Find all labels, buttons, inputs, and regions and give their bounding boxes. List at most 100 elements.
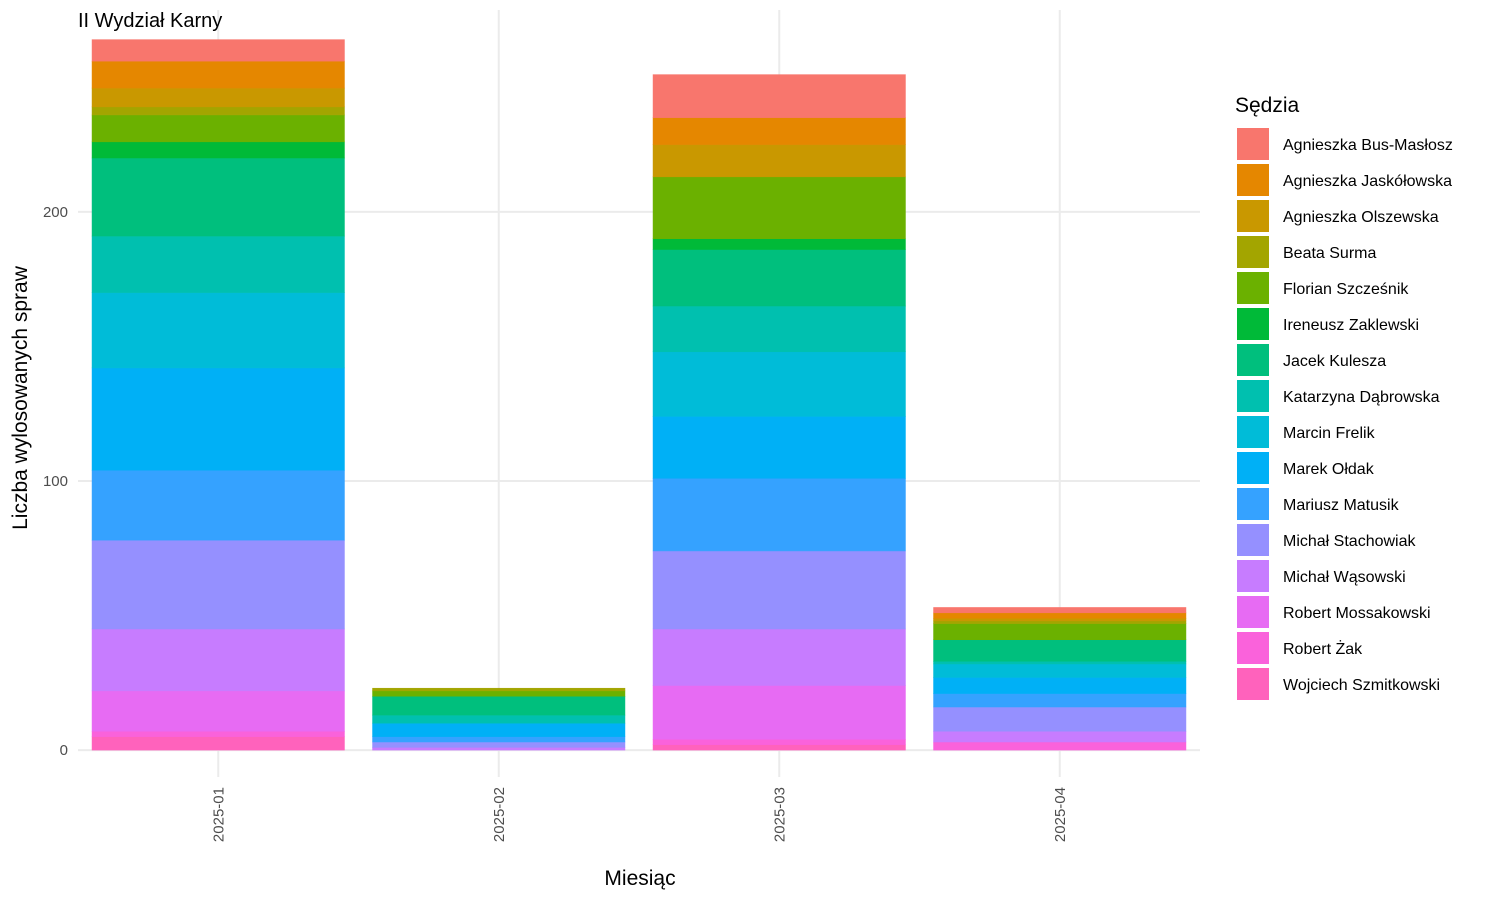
legend-label: Mariusz Matusik: [1283, 497, 1400, 514]
legend-swatch: [1237, 488, 1269, 520]
legend-swatch: [1237, 344, 1269, 376]
bar-segment: [933, 730, 1187, 743]
bar-segment: [372, 722, 626, 737]
legend: Sędzia Agnieszka Bus-Masłosz Agnieszka Ja…: [1235, 94, 1453, 700]
legend-label: Marek Ołdak: [1283, 461, 1375, 478]
bar-segment: [372, 696, 626, 716]
bars: [91, 39, 1187, 751]
legend-swatch: [1237, 236, 1269, 268]
bar-segment: [652, 685, 906, 740]
x-axis-title: Miesiąc: [604, 867, 675, 890]
legend-swatch: [1237, 596, 1269, 628]
bar-segment: [652, 305, 906, 353]
bar-segment: [933, 706, 1187, 732]
x-tick-label: 2025-03: [771, 787, 788, 842]
legend-swatch: [1237, 452, 1269, 484]
bar-segment: [91, 235, 345, 293]
bar-segment: [372, 736, 626, 743]
bar-segment: [933, 639, 1187, 662]
bar-segment: [933, 607, 1187, 614]
bar-segment: [372, 687, 626, 692]
legend-swatch: [1237, 560, 1269, 592]
y-axis-ticks: 0 100 200: [43, 204, 68, 759]
bar-segment: [91, 736, 345, 751]
bar-segment: [652, 739, 906, 745]
bar-segment: [91, 106, 345, 116]
legend-label: Marcin Frelik: [1283, 425, 1376, 442]
bar-segment: [372, 747, 626, 751]
legend-swatch: [1237, 272, 1269, 304]
bar-segment: [652, 351, 906, 417]
bar-segment: [933, 741, 1187, 751]
legend-swatch: [1237, 524, 1269, 556]
bar-segment: [933, 693, 1187, 708]
y-tick-label: 0: [60, 742, 68, 759]
bar-segment: [652, 744, 906, 751]
legend-swatch: [1237, 308, 1269, 340]
legend-label: Katarzyna Dąbrowska: [1283, 389, 1440, 406]
bar-segment: [933, 677, 1187, 694]
legend-label: Jacek Kulesza: [1283, 353, 1386, 370]
bar-segment: [91, 628, 345, 692]
bar-segment: [933, 623, 1187, 640]
bar-segment: [652, 249, 906, 307]
legend-swatch: [1237, 668, 1269, 700]
legend-swatch: [1237, 164, 1269, 196]
bar-segment: [91, 367, 345, 471]
x-tick-label: 2025-01: [210, 787, 227, 842]
bar-segment: [91, 87, 345, 108]
bar-segment: [91, 539, 345, 630]
bar-segment: [91, 292, 345, 369]
legend-swatch: [1237, 632, 1269, 664]
legend-swatch: [1237, 380, 1269, 412]
legend-label: Michał Stachowiak: [1283, 533, 1417, 550]
chart-title: II Wydział Karny: [78, 10, 222, 32]
bar-segment: [372, 741, 626, 748]
x-tick-label: 2025-02: [491, 787, 508, 842]
legend-swatch: [1237, 416, 1269, 448]
legend-label: Agnieszka Olszewska: [1283, 209, 1439, 226]
legend-label: Beata Surma: [1283, 245, 1376, 262]
bar-segment: [933, 612, 1187, 619]
legend-label: Michał Wąsowski: [1283, 569, 1406, 586]
bar-segment: [652, 238, 906, 250]
bar-segment: [91, 60, 345, 89]
legend-swatch: [1237, 128, 1269, 160]
legend-label: Robert Mossakowski: [1283, 605, 1431, 622]
bar-segment: [91, 730, 345, 737]
bar-segment: [91, 39, 345, 62]
bar-segment: [652, 176, 906, 240]
bar-segment: [91, 469, 345, 541]
x-axis-ticks: 2025-01 2025-02 2025-03 2025-04: [210, 787, 1069, 842]
legend-label: Agnieszka Bus-Masłosz: [1283, 137, 1453, 154]
legend-label: Agnieszka Jaskółowska: [1283, 173, 1452, 190]
y-tick-label: 100: [43, 473, 68, 490]
bar-segment: [372, 714, 626, 724]
bar-segment: [933, 661, 1187, 665]
bar-segment: [91, 690, 345, 732]
bar-segment: [652, 144, 906, 178]
bar-segment: [933, 617, 1187, 622]
y-axis-title: Liczba wylosowanych spraw: [9, 265, 32, 530]
y-tick-label: 200: [43, 204, 68, 221]
bar-segment: [372, 690, 626, 697]
bar-segment: [652, 117, 906, 145]
bar-segment: [652, 478, 906, 552]
bar-segment: [933, 663, 1187, 678]
legend-label: Ireneusz Zaklewski: [1283, 317, 1419, 334]
legend-label: Robert Żak: [1283, 639, 1363, 658]
bar-segment: [652, 416, 906, 479]
legend-label: Florian Szcześnik: [1283, 281, 1409, 298]
bar-segment: [652, 628, 906, 686]
legend-title: Sędzia: [1235, 94, 1300, 117]
x-tick-label: 2025-04: [1052, 787, 1069, 842]
bar-segment: [91, 141, 345, 159]
bar-segment: [91, 114, 345, 143]
bar-segment: [91, 157, 345, 237]
bar-segment: [652, 550, 906, 630]
bar-segment: [652, 74, 906, 118]
legend-swatch: [1237, 200, 1269, 232]
bar-segment: [933, 620, 1187, 624]
legend-label: Wojciech Szmitkowski: [1283, 677, 1440, 694]
